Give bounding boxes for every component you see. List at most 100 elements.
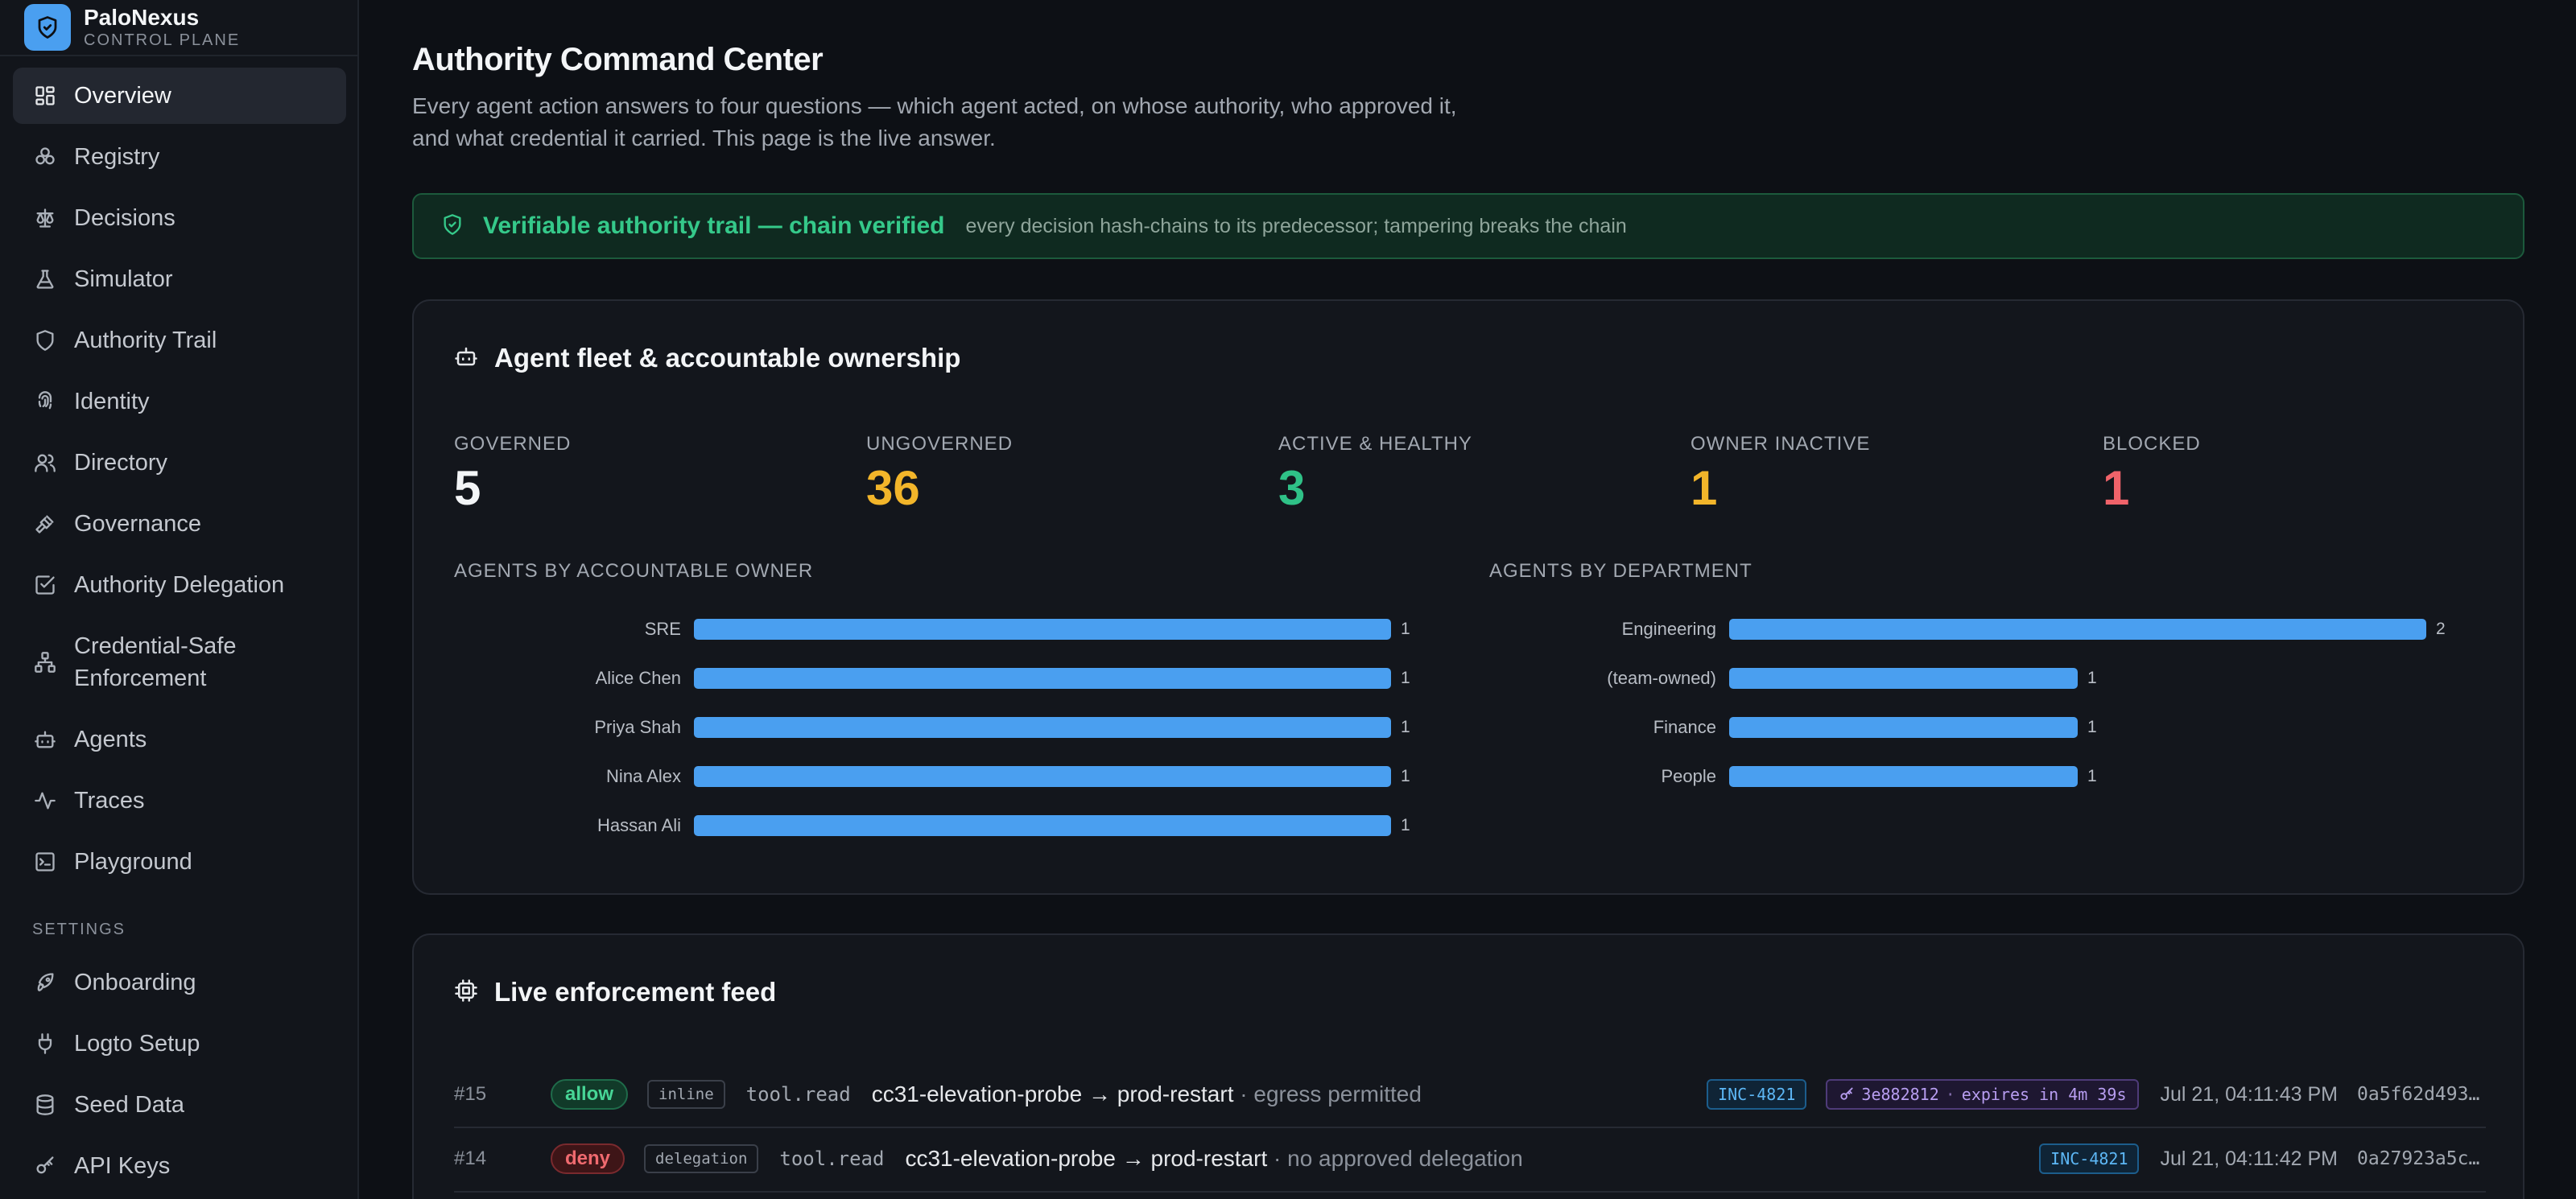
network-icon <box>32 649 58 675</box>
flask-icon <box>32 266 58 292</box>
stat-value: 36 <box>866 461 920 515</box>
layout-grid-icon <box>32 83 58 109</box>
agent-target: cc31-elevation-probe → prod-restart · no… <box>905 1146 1523 1171</box>
key-icon <box>1840 1087 1853 1100</box>
page-title: Authority Command Center <box>412 42 824 77</box>
bar[interactable] <box>694 619 1391 640</box>
sidebar-item-registry[interactable]: Registry <box>13 129 346 185</box>
sidebar-item-label: Traces <box>74 788 145 814</box>
bar-label: Nina Alex <box>606 766 681 786</box>
bar-label: People <box>1661 766 1716 786</box>
stat-label: UNGOVERNED <box>866 433 1013 455</box>
sidebar-item-agents[interactable]: Agents <box>13 711 346 768</box>
sidebar-item-onboarding[interactable]: Onboarding <box>13 954 346 1011</box>
boxes-icon <box>32 144 58 170</box>
sidebar: PaloNexus CONTROL PLANE Overview Registr… <box>0 0 359 1199</box>
gavel-icon <box>32 511 58 537</box>
sidebar-item-label: Directory <box>74 450 168 476</box>
terminal-icon <box>32 849 58 875</box>
brand[interactable]: PaloNexus CONTROL PLANE <box>24 2 240 53</box>
enforcement-feed-card: Live enforcement feed #15 allow inline t… <box>412 933 2524 1199</box>
bar-label: SRE <box>644 619 681 639</box>
agent-name: cc31-elevation-probe <box>905 1146 1116 1171</box>
fleet-card-title: Agent fleet & accountable ownership <box>494 343 961 373</box>
target-name: prod-restart <box>1117 1082 1234 1106</box>
sidebar-item-overview[interactable]: Overview <box>13 68 346 124</box>
sidebar-item-directory[interactable]: Directory <box>13 435 346 491</box>
bar-value-label: 2 <box>2436 620 2446 638</box>
chart-title-by-department: AGENTS BY DEPARTMENT <box>1489 560 1752 582</box>
bar-row: People <box>1475 765 1716 788</box>
mode-tag: delegation <box>644 1144 759 1173</box>
sidebar-item-label: Logto Setup <box>74 1031 200 1057</box>
decision-badge: allow <box>551 1079 629 1110</box>
bar-row: Finance <box>1475 716 1716 739</box>
sidebar-item-seed-data[interactable]: Seed Data <box>13 1077 346 1133</box>
sidebar-item-label: Playground <box>74 849 192 875</box>
verification-subtitle: every decision hash-chains to its predec… <box>965 214 1627 237</box>
bar-row: Nina Alex <box>440 765 681 788</box>
tool-name: tool.read <box>745 1083 851 1106</box>
tool-name: tool.read <box>779 1147 885 1170</box>
bar-row: Alice Chen <box>440 667 681 690</box>
sidebar-item-decisions[interactable]: Decisions <box>13 190 346 246</box>
credential-tag[interactable]: 3e882812 · expires in 4m 39s <box>1826 1079 2140 1110</box>
stat-value: 3 <box>1278 461 1306 515</box>
decision-reason: · no approved delegation <box>1274 1146 1523 1171</box>
chain-hash[interactable]: 0a27923a5c... <box>2357 1148 2486 1169</box>
verification-banner: Verifiable authority trail — chain verif… <box>412 193 2524 259</box>
bar[interactable] <box>1729 766 2078 787</box>
sidebar-item-logto-setup[interactable]: Logto Setup <box>13 1016 346 1072</box>
bar-row: Hassan Ali <box>440 814 681 837</box>
feed-row[interactable]: #14 deny delegation tool.read cc31-eleva… <box>454 1128 2486 1189</box>
sidebar-item-authority-trail[interactable]: Authority Trail <box>13 312 346 369</box>
sidebar-item-governance[interactable]: Governance <box>13 496 346 552</box>
bar[interactable] <box>694 668 1391 689</box>
bar[interactable] <box>1729 668 2078 689</box>
bar[interactable] <box>1729 717 2078 738</box>
chain-hash[interactable]: 0a5f62d493... <box>2357 1084 2486 1105</box>
sidebar-item-label: Governance <box>74 511 201 537</box>
sidebar-item-identity[interactable]: Identity <box>13 373 346 430</box>
rocket-icon <box>32 970 58 995</box>
sidebar-item-simulator[interactable]: Simulator <box>13 251 346 307</box>
bar[interactable] <box>694 717 1391 738</box>
sidebar-item-traces[interactable]: Traces <box>13 773 346 829</box>
plug-icon <box>32 1031 58 1057</box>
feed-row-number: #14 <box>454 1147 487 1169</box>
sidebar-item-api-keys[interactable]: API Keys <box>13 1138 346 1194</box>
stat-value: 5 <box>454 461 481 515</box>
settings-section-label: SETTINGS <box>32 921 126 938</box>
feed-row[interactable]: #15 allow inline tool.read cc31-elevatio… <box>454 1064 2486 1125</box>
bar-label: Priya Shah <box>594 717 681 737</box>
stat-label: OWNER INACTIVE <box>1690 433 1871 455</box>
credential-expiry: expires in 4m 39s <box>1961 1085 2127 1104</box>
database-icon <box>32 1092 58 1118</box>
users-icon <box>32 450 58 476</box>
timestamp: Jul 21, 04:11:42 PM <box>2160 1147 2338 1170</box>
sidebar-item-playground[interactable]: Playground <box>13 834 346 890</box>
bar-label: Hassan Ali <box>597 815 681 835</box>
bar[interactable] <box>694 815 1391 836</box>
incident-tag[interactable]: INC-4821 <box>2039 1143 2140 1174</box>
feed-row-number: #15 <box>454 1083 487 1105</box>
sidebar-item-authority-delegation[interactable]: Authority Delegation <box>13 557 346 613</box>
bar[interactable] <box>1729 619 2426 640</box>
bar-value-label: 1 <box>1401 718 1410 736</box>
sidebar-item-label: API Keys <box>74 1153 171 1179</box>
incident-tag[interactable]: INC-4821 <box>1707 1079 1807 1110</box>
fingerprint-icon <box>32 389 58 414</box>
row-divider <box>454 1191 2486 1193</box>
bar-value-label: 1 <box>2087 767 2097 785</box>
brand-name: PaloNexus <box>84 5 200 30</box>
bar-value-label: 1 <box>1401 669 1410 687</box>
shield-icon <box>38 16 57 39</box>
stat-label: BLOCKED <box>2103 433 2201 455</box>
bar[interactable] <box>694 766 1391 787</box>
bar-label: (team-owned) <box>1607 668 1716 688</box>
stat-blocked: BLOCKED 1 <box>2103 433 2201 515</box>
square-check-icon <box>32 572 58 598</box>
agent-name: cc31-elevation-probe <box>871 1082 1083 1106</box>
sidebar-item-credential-safe-enforcement[interactable]: Credential-Safe Enforcement <box>13 618 346 707</box>
sidebar-item-label: Authority Trail <box>74 328 217 353</box>
